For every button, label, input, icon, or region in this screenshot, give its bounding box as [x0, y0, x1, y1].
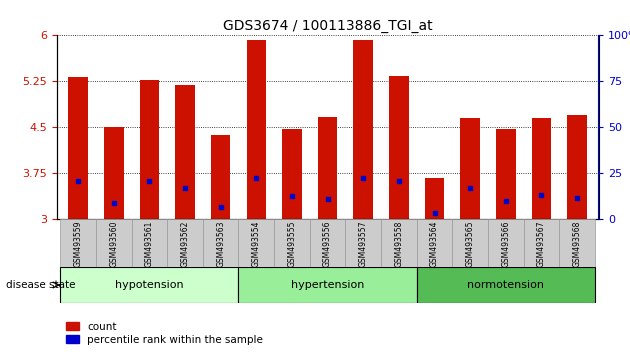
Text: GSM493560: GSM493560 — [109, 220, 118, 267]
Text: GSM493554: GSM493554 — [252, 220, 261, 267]
Bar — [211, 135, 231, 219]
Text: GSM493563: GSM493563 — [216, 220, 225, 267]
Bar — [60, 267, 239, 303]
Bar — [496, 129, 515, 219]
Bar — [318, 117, 338, 219]
Bar — [132, 219, 167, 267]
Text: GSM493564: GSM493564 — [430, 220, 439, 267]
Bar — [310, 219, 345, 267]
Bar — [345, 219, 381, 267]
Bar — [96, 219, 132, 267]
Bar — [246, 40, 266, 219]
Bar — [60, 219, 96, 267]
Text: GSM493557: GSM493557 — [358, 220, 368, 267]
Bar — [140, 80, 159, 219]
Text: GSM493565: GSM493565 — [466, 220, 474, 267]
Bar — [68, 77, 88, 219]
Bar — [452, 219, 488, 267]
Bar — [416, 219, 452, 267]
Text: GSM493555: GSM493555 — [287, 220, 297, 267]
Text: normotension: normotension — [467, 280, 544, 290]
Text: GSM493561: GSM493561 — [145, 220, 154, 267]
Bar — [389, 76, 409, 219]
Bar — [488, 219, 524, 267]
Bar — [381, 219, 416, 267]
Text: GSM493558: GSM493558 — [394, 220, 403, 267]
Text: GSM493568: GSM493568 — [573, 220, 581, 267]
Title: GDS3674 / 100113886_TGI_at: GDS3674 / 100113886_TGI_at — [223, 19, 432, 33]
Bar — [167, 219, 203, 267]
Bar — [416, 267, 595, 303]
Text: hypotension: hypotension — [115, 280, 184, 290]
Bar — [203, 219, 239, 267]
Text: GSM493567: GSM493567 — [537, 220, 546, 267]
Bar — [461, 118, 480, 219]
Bar — [559, 219, 595, 267]
Bar — [532, 118, 551, 219]
Bar — [524, 219, 559, 267]
Text: disease state: disease state — [6, 280, 76, 290]
Bar — [567, 115, 587, 219]
Bar — [282, 129, 302, 219]
Bar — [425, 178, 444, 219]
Bar — [239, 219, 274, 267]
Legend: count, percentile rank within the sample: count, percentile rank within the sample — [62, 317, 267, 349]
Bar — [353, 40, 373, 219]
Text: GSM493556: GSM493556 — [323, 220, 332, 267]
Text: hypertension: hypertension — [291, 280, 364, 290]
Text: GSM493562: GSM493562 — [181, 220, 190, 267]
Bar — [104, 127, 123, 219]
Bar — [239, 267, 416, 303]
Bar — [274, 219, 310, 267]
Text: GSM493559: GSM493559 — [74, 220, 83, 267]
Text: GSM493566: GSM493566 — [501, 220, 510, 267]
Bar — [175, 85, 195, 219]
